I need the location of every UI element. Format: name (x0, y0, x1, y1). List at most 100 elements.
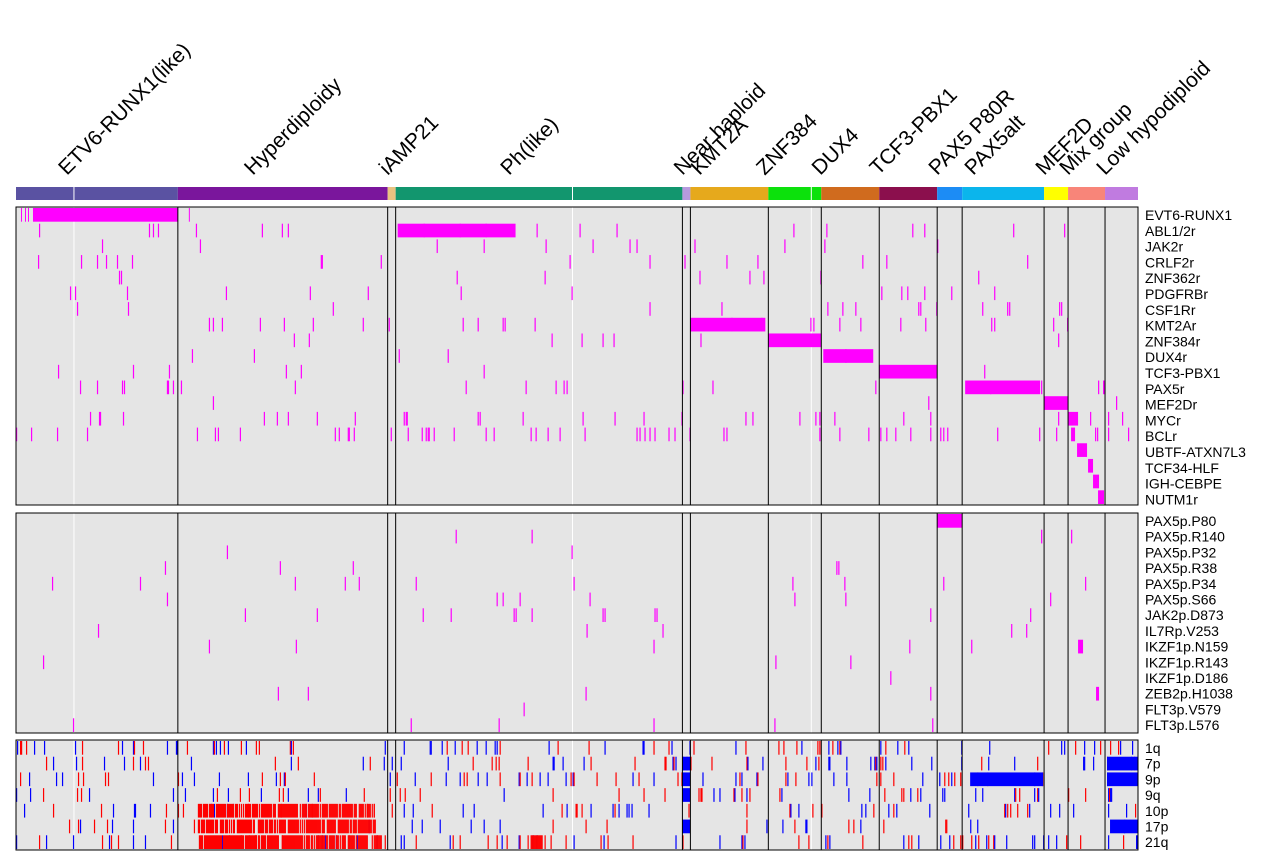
cell-block-mark (268, 803, 270, 818)
cell-block (27, 208, 29, 222)
cell-block-mark (293, 819, 295, 834)
cell-mark (131, 255, 134, 269)
cell-mark (69, 286, 72, 301)
cell-block-mark (374, 835, 376, 849)
cell-block-mark (321, 819, 323, 834)
cell-mark (779, 788, 781, 802)
cell-mark (103, 756, 106, 771)
cell-mark (741, 772, 743, 787)
cell-block-mark (262, 819, 264, 834)
cell-block-mark (225, 819, 228, 834)
cell-mark (920, 788, 922, 802)
cell-mark (951, 772, 953, 787)
cell-block-mark (373, 803, 375, 818)
cell-mark (213, 803, 216, 818)
cell-mark (903, 835, 905, 849)
cell-mark (380, 255, 382, 269)
group-labels: ETV6-RUNX1(like) Hyperdiploidy iAMP21 Ph(li… (54, 39, 1215, 180)
cell-mark (806, 819, 808, 834)
panel-background (15, 739, 1139, 851)
cell-block-mark (309, 819, 311, 834)
cell-mark (672, 756, 674, 771)
cell-mark (812, 803, 814, 818)
cell-block-mark (320, 835, 322, 849)
cell-mark (495, 756, 497, 771)
cell-mark (1009, 302, 1011, 316)
cell-mark (561, 803, 563, 818)
cell-block-mark (312, 819, 314, 834)
cell-mark (455, 529, 457, 544)
cell-mark (470, 819, 472, 834)
cell-block-mark (321, 803, 323, 818)
panel-border (15, 512, 1139, 734)
cell-block-mark (210, 835, 213, 849)
cell-mark (571, 286, 573, 301)
cell-block-mark (199, 835, 202, 849)
cell-mark (988, 756, 990, 771)
cell-mark (356, 835, 358, 849)
cell-mark (662, 624, 664, 638)
row-label-ubtf-atxn7l3: UBTF-ATXN7L3 (1145, 444, 1246, 460)
cell-block-mark (331, 803, 333, 818)
cell-block-mark (337, 819, 339, 834)
cell-mark (502, 592, 504, 607)
panel-background (15, 206, 1139, 506)
cell-mark (636, 427, 638, 442)
cell-block-mark (333, 835, 335, 849)
cell-mark (607, 835, 609, 849)
cell-mark (43, 741, 46, 755)
cell-block-mark (270, 819, 272, 834)
cell-mark (42, 788, 45, 802)
cell-mark (170, 835, 173, 849)
cell-mark (782, 819, 784, 834)
cell-mark (639, 427, 641, 442)
cell-block-mark (377, 835, 379, 849)
cell-mark (643, 741, 645, 755)
cell-mark (855, 302, 857, 316)
cell-mark (493, 427, 495, 442)
cell-mark (579, 223, 581, 238)
cell-mark (223, 741, 226, 755)
cell-mark (654, 608, 656, 622)
cell-block-mark (245, 819, 247, 834)
cell-mark (834, 411, 836, 426)
cell-block-mark (285, 835, 287, 849)
cell-block (823, 349, 874, 363)
cell-mark (559, 427, 561, 442)
cell-mark (1068, 788, 1070, 802)
cell-block-mark (246, 803, 248, 818)
cell-mark (547, 427, 549, 442)
row-label-znf384r: ZNF384r (1145, 333, 1201, 349)
cell-mark (245, 741, 247, 755)
cell-mark (459, 772, 461, 787)
cell-block (1093, 474, 1100, 489)
cell-mark (571, 545, 573, 560)
cell-mark (477, 317, 479, 332)
cell-block-mark (367, 803, 369, 818)
cell-mark (581, 333, 583, 348)
cell-mark (454, 741, 456, 755)
group-bar-znf384 (768, 187, 822, 200)
cell-mark (219, 741, 222, 755)
cell-block-mark (282, 819, 284, 834)
cell-mark (590, 756, 592, 771)
cell-block-mark (310, 819, 312, 834)
cell-mark (550, 835, 552, 849)
cell-mark (253, 349, 255, 363)
cell-block-mark (299, 803, 301, 818)
cell-mark (190, 756, 193, 771)
cell-block-mark (258, 835, 260, 849)
cell-mark (924, 286, 926, 301)
cell-block (682, 819, 691, 834)
cell-block-mark (199, 803, 202, 818)
cell-mark (880, 741, 882, 755)
cell-mark (569, 255, 571, 269)
cell-block-mark (247, 819, 249, 834)
cell-mark (97, 624, 100, 638)
cell-block-mark (326, 819, 328, 834)
cell-mark (403, 741, 405, 755)
cell-block-mark (342, 835, 344, 849)
cell-mark (193, 772, 196, 787)
cell-block-mark (538, 835, 540, 849)
